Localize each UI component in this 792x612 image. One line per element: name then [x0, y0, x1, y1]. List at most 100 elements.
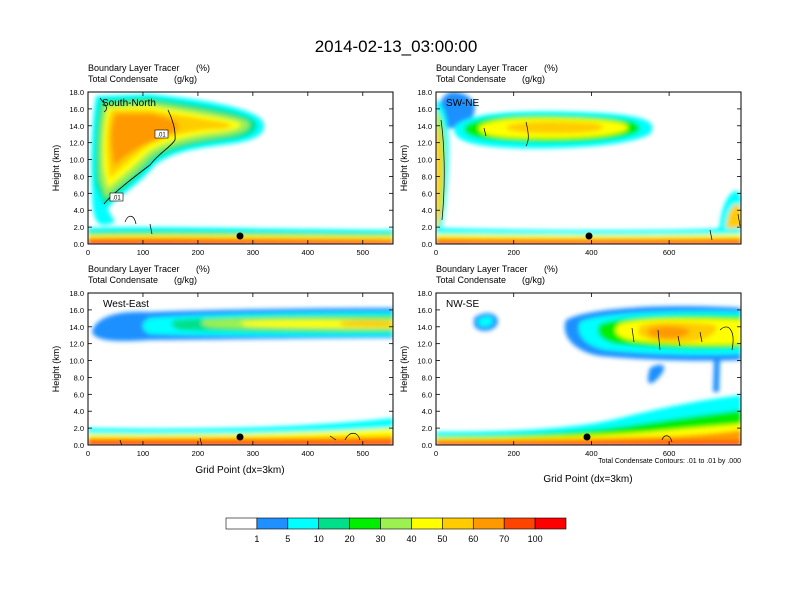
panel3-subtitle-2: Total Condensate — [88, 275, 158, 285]
panel1-marker — [236, 232, 244, 240]
panel1-ytick-label: 12.0 — [69, 139, 84, 148]
panel3-label: West-East — [103, 299, 149, 310]
panel4-field — [436, 306, 741, 445]
panel2-ytick-label: 12.0 — [417, 139, 432, 148]
colorbar: 1 5 10 20 30 40 50 60 70 100 — [225, 517, 567, 544]
panel3-ylabel: Height (km) — [51, 346, 61, 393]
colorbar-label: 60 — [468, 534, 478, 544]
panel4-ytick-label: 0.0 — [422, 441, 432, 450]
panel4-xtick-label: 200 — [507, 449, 520, 458]
panel-sw-ne: Boundary Layer Tracer (%) Total Condensa… — [399, 63, 742, 257]
colorbar-label: 30 — [376, 534, 386, 544]
panel4-label: NW-SE — [446, 299, 479, 310]
panel3-xtick-label: 400 — [302, 449, 315, 458]
panel2-ytick-label: 0.0 — [422, 240, 432, 249]
figure-title: 2014-02-13_03:00:00 — [315, 37, 478, 56]
panel1-ytick-label: 6.0 — [74, 189, 84, 198]
panel4-subtitle-unit-1: (%) — [544, 264, 558, 274]
panel1-ylabel: Height (km) — [51, 145, 61, 192]
colorbar-swatch — [349, 517, 381, 530]
panel4-ytick-label: 10.0 — [417, 357, 432, 366]
panel2-ytick-label: 10.0 — [417, 156, 432, 165]
panel1-label: South-North — [102, 98, 156, 109]
colorbar-label: 20 — [345, 534, 355, 544]
panel3-ytick-label: 18.0 — [69, 289, 84, 298]
panel1-xtick-label: 100 — [137, 248, 150, 257]
panel2-ytick-label: 6.0 — [422, 189, 432, 198]
panel1-frame — [87, 91, 394, 245]
panel3-field — [88, 308, 393, 445]
colorbar-swatch — [318, 517, 350, 530]
colorbar-swatch — [225, 517, 258, 530]
panel4-xtick-label: 400 — [585, 449, 598, 458]
panel1-subtitle-1: Boundary Layer Tracer — [88, 63, 180, 73]
panel4-subtitle-unit-2: (g/kg) — [522, 275, 545, 285]
panel2-ytick-label: 2.0 — [422, 223, 432, 232]
panel1-xtick-label: 200 — [192, 248, 205, 257]
panel1-xtick-label: 300 — [247, 248, 260, 257]
panel4-marker — [583, 433, 591, 441]
panel3-ytick-label: 4.0 — [74, 407, 84, 416]
panel1-subtitle-2: Total Condensate — [88, 74, 158, 84]
panel3-xtick-label: 0 — [86, 449, 90, 458]
panel3-ytick-label: 12.0 — [69, 340, 84, 349]
panel3-xtick-label: 300 — [247, 449, 260, 458]
colorbar-label: 10 — [314, 534, 324, 544]
panel2-subtitle-2: Total Condensate — [436, 74, 506, 84]
panel3-xtick-label: 500 — [357, 449, 370, 458]
panel1-ytick-label: 8.0 — [74, 172, 84, 181]
panel2-xtick-label: 600 — [663, 248, 676, 257]
panel4-subtitle-2: Total Condensate — [436, 275, 506, 285]
panel2-xtick-label: 0 — [434, 248, 438, 257]
panel2-subtitle-unit-2: (g/kg) — [522, 74, 545, 84]
panel4-ytick-label: 6.0 — [422, 390, 432, 399]
panel3-marker — [236, 433, 244, 441]
panel-west-east: Boundary Layer Tracer (%) Total Condensa… — [51, 264, 394, 476]
panel4-ytick-label: 18.0 — [417, 289, 432, 298]
panel4-ytick-label: 8.0 — [422, 373, 432, 382]
panel1-ytick-label: 0.0 — [74, 240, 84, 249]
panel3-ytick-label: 6.0 — [74, 390, 84, 399]
panel3-subtitle-unit-1: (%) — [196, 264, 210, 274]
panel4-xlabel: Grid Point (dx=3km) — [543, 474, 632, 485]
panel2-ytick-label: 4.0 — [422, 206, 432, 215]
panel3-ytick-label: 10.0 — [69, 357, 84, 366]
colorbar-label: 70 — [499, 534, 509, 544]
panel4-ytick-label: 12.0 — [417, 340, 432, 349]
contour-footnote: Total Condensate Contours: .01 to .01 by… — [598, 458, 741, 465]
panel3-xlabel: Grid Point (dx=3km) — [195, 465, 284, 476]
panel2-label: SW-NE — [446, 98, 479, 109]
panel3-ytick-label: 2.0 — [74, 424, 84, 433]
colorbar-swatch — [503, 517, 536, 530]
panel4-ytick-label: 14.0 — [417, 323, 432, 332]
panel1-ytick-label: 14.0 — [69, 122, 84, 131]
panel3-ytick-label: 16.0 — [69, 306, 84, 315]
panel3-xtick-label: 200 — [192, 449, 205, 458]
panel2-marker — [585, 232, 593, 240]
panel1-ytick-label: 4.0 — [74, 206, 84, 215]
panel3-xtick-label: 100 — [137, 449, 150, 458]
colorbar-swatch — [442, 517, 474, 530]
panel4-frame — [435, 292, 742, 446]
colorbar-label: 100 — [528, 534, 543, 544]
panel4-ylabel: Height (km) — [399, 346, 409, 393]
panel2-xtick-label: 200 — [507, 248, 520, 257]
panel1-xtick-label: 400 — [302, 248, 315, 257]
panel4-ytick-label: 2.0 — [422, 424, 432, 433]
colorbar-label: 40 — [406, 534, 416, 544]
panel1-ytick-label: 10.0 — [69, 156, 84, 165]
panel3-frame — [87, 292, 394, 446]
colorbar-swatch — [380, 517, 412, 530]
colorbar-swatch — [534, 517, 567, 530]
panel1-ytick-label: 18.0 — [69, 88, 84, 97]
panel1-subtitle-unit-1: (%) — [196, 63, 210, 73]
panel1-xtick-label: 0 — [86, 248, 90, 257]
colorbar-swatch — [256, 517, 289, 530]
panel1-subtitle-unit-2: (g/kg) — [174, 74, 197, 84]
panel3-subtitle-unit-2: (g/kg) — [174, 275, 197, 285]
colorbar-swatch — [411, 517, 443, 530]
colorbar-label: 50 — [437, 534, 447, 544]
colorbar-swatch — [287, 517, 320, 530]
colorbar-label: 5 — [285, 534, 290, 544]
